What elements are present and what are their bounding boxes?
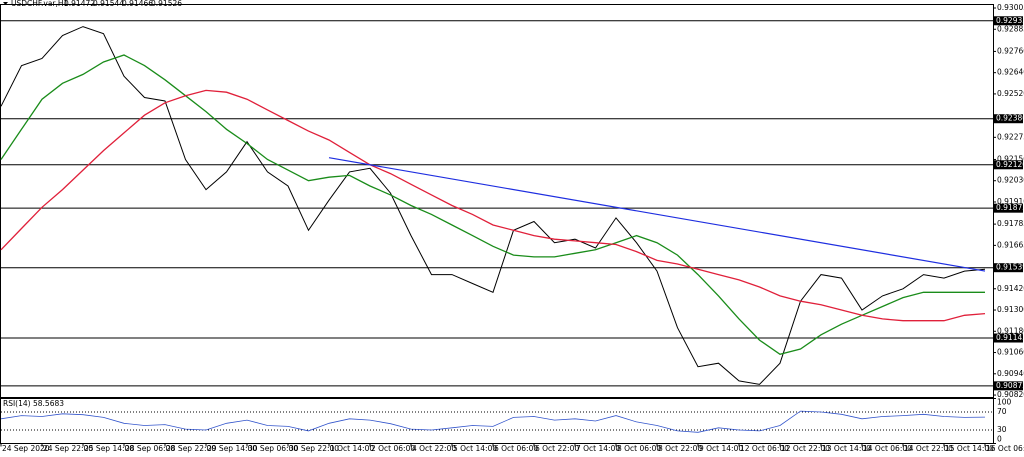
rsi-line	[0, 410, 986, 433]
x-tick-label: 6 Oct 06:00	[494, 444, 538, 453]
symbol: USDCHF.var,H1	[11, 0, 69, 8]
x-tick-label: 4 Oct 22:00	[412, 444, 456, 453]
x-tick-label: 12 Oct 06:00	[740, 444, 789, 453]
level-label-box	[994, 333, 1023, 343]
level-label: 0.92933	[996, 16, 1024, 25]
x-tick-label: 5 Oct 14:00	[453, 444, 497, 453]
price-line	[0, 26, 986, 385]
x-tick-label: 28 Sep 22:00	[166, 444, 216, 453]
y-tick-label: 0.92275	[997, 132, 1024, 141]
header: USDCHF.var,H1	[11, 0, 69, 8]
rsi-header: RSI(14) 58.5683	[3, 399, 64, 408]
x-tick-label: 24 Sep 2020	[2, 444, 50, 453]
level-label: 0.90872	[996, 381, 1024, 390]
y-tick-label: 0.93005	[997, 3, 1024, 12]
level-label-box	[994, 203, 1023, 213]
ohlc-value: 0.91526	[151, 0, 182, 8]
level-label: 0.91875	[996, 203, 1024, 212]
x-tick-label: 1 Oct 14:00	[330, 444, 374, 453]
x-tick-label: 28 Sep 06:00	[125, 444, 175, 453]
level-label-box	[994, 381, 1023, 391]
y-tick-label: 0.91785	[997, 219, 1024, 228]
level-label: 0.92120	[996, 160, 1024, 169]
x-tick-label: 30 Sep 06:00	[248, 444, 298, 453]
x-tick-label: 24 Sep 22:00	[43, 444, 93, 453]
level-label: 0.91539	[996, 263, 1024, 272]
x-tick-label: 25 Sep 14:00	[84, 444, 134, 453]
x-tick-label: 8 Oct 22:00	[658, 444, 702, 453]
x-tick-label: 16 Oct 06:00	[986, 444, 1024, 453]
rsi-tick-label: 30	[997, 425, 1007, 434]
price-line	[0, 89, 986, 322]
rsi-tick-label: 100	[997, 398, 1012, 407]
level-label-box	[994, 263, 1023, 273]
rsi-name: RSI(14)	[3, 399, 31, 408]
ohlc-value: 0.91466	[122, 0, 153, 8]
level-label-box	[994, 16, 1023, 26]
x-tick-label: 7 Oct 14:00	[576, 444, 620, 453]
level-label: 0.91142	[996, 333, 1024, 342]
x-tick-label: 12 Oct 22:00	[781, 444, 830, 453]
x-tick-label: 6 Oct 22:00	[535, 444, 579, 453]
x-tick-label: 13 Oct 14:00	[822, 444, 871, 453]
trend-line	[328, 157, 986, 272]
menu-arrow	[3, 2, 8, 5]
x-tick-label: 2 Oct 06:00	[371, 444, 415, 453]
y-tick-label: 0.91665	[997, 240, 1024, 249]
x-tick-label: 8 Oct 06:00	[617, 444, 661, 453]
x-tick-label: 9 Oct 14:00	[699, 444, 743, 453]
level-label-box	[994, 160, 1023, 170]
rsi-pane	[0, 398, 994, 444]
ohlc-value: 0.91472	[64, 0, 95, 8]
x-tick-label: 29 Sep 14:00	[207, 444, 257, 453]
price-pane	[0, 4, 994, 398]
level-label: 0.92380	[996, 114, 1024, 123]
price-line	[0, 54, 985, 356]
ohlc-value: 0.91544	[93, 0, 124, 8]
x-tick-label: 15 Oct 14:00	[945, 444, 994, 453]
level-label-box	[994, 114, 1023, 124]
rsi-tick-label: 0	[997, 435, 1002, 444]
rsi-current: 58.5683	[33, 399, 64, 408]
x-tick-label: 14 Oct 06:00	[863, 444, 912, 453]
x-tick-label: 14 Oct 22:00	[904, 444, 953, 453]
y-tick-label: 0.92885	[997, 24, 1024, 33]
rsi-tick-label: 70	[997, 407, 1007, 416]
x-tick-label: 30 Sep 22:00	[289, 444, 339, 453]
